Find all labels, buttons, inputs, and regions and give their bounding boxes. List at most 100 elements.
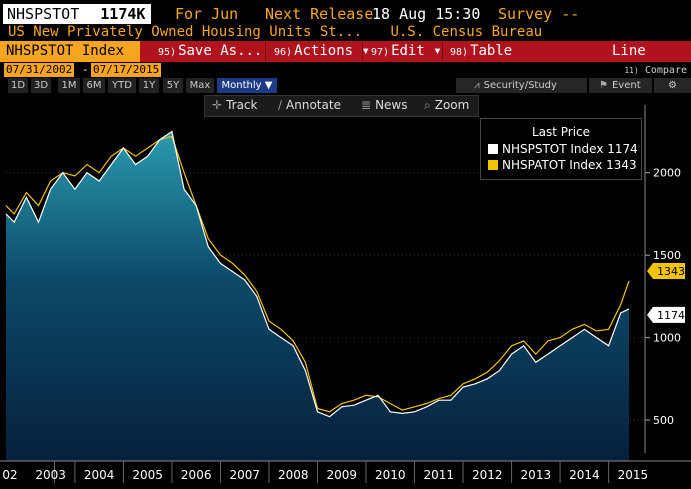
annotate-tool[interactable]: ∕ Annotate: [278, 96, 341, 114]
pencil-icon: ∕: [278, 98, 283, 112]
study-label: Security/Study: [483, 80, 557, 91]
x-tick-label: 2006: [181, 468, 212, 482]
x-tick-label: 2003: [35, 468, 66, 482]
data-source: U.S. Census Bureau: [390, 24, 543, 40]
survey-label: Survey --: [498, 5, 580, 23]
last-value-tag: [647, 306, 685, 323]
save-as-button[interactable]: 95) Save As...: [158, 41, 262, 62]
event-button[interactable]: ⚑ Event: [589, 78, 652, 93]
x-axis: 02 2003 2004 2005 2006 2007 2008 2009 2010 2011 20…: [0, 460, 691, 489]
range-1y-button[interactable]: 1Y: [139, 78, 159, 93]
range-1m-button[interactable]: 1M: [58, 78, 80, 93]
crosshair-icon: ✛: [212, 98, 223, 112]
edit-menu[interactable]: 97) Edit ▾: [371, 41, 442, 62]
next-release-date: 18 Aug 15:30: [372, 5, 481, 23]
ticker-value: 1174K: [100, 5, 146, 23]
annotate-label: Annotate: [286, 98, 341, 112]
toolbar: [0, 41, 691, 62]
compare-button[interactable]: 11) Compare: [624, 64, 687, 78]
legend-title: Last Price: [531, 125, 591, 139]
period-dropdown[interactable]: Monthly ▼: [217, 78, 277, 93]
date-bar: [0, 62, 691, 78]
divider: [442, 42, 443, 61]
settings-gear-icon[interactable]: ⚙: [654, 78, 691, 93]
legend-item: NHSPATOT Index 1343: [488, 158, 637, 172]
legend-swatch-yellow: [488, 160, 498, 170]
chart-tools-bar: [204, 95, 479, 117]
legend-item-label: NHSPSTOT Index 1174: [502, 142, 638, 156]
edit-num: 97): [371, 47, 390, 58]
description: US New Privately Owned Housing Units St.…: [8, 24, 542, 40]
news-tool[interactable]: ≣ News: [361, 96, 408, 114]
start-date-field[interactable]: 07/31/2002: [4, 63, 75, 77]
legend-swatch-white: [488, 144, 498, 154]
last-value-label: 1174: [657, 309, 685, 322]
divider: [362, 42, 363, 61]
divider: [265, 42, 266, 61]
series-line-nhspatot: [5, 135, 630, 413]
table-label: Table: [470, 43, 513, 59]
y-tick-label: 500: [653, 414, 674, 427]
save-num: 95): [158, 47, 177, 58]
table-num: 98): [450, 47, 469, 58]
edit-label: Edit ▾: [391, 43, 442, 59]
actions-menu[interactable]: 96) Actions ▾: [274, 41, 370, 62]
y-tick-label: 2000: [653, 167, 681, 180]
for-period: For Jun: [175, 5, 239, 23]
y-tick-label: 1500: [653, 249, 681, 262]
series-area-fill: [6, 131, 629, 461]
chart-type-label[interactable]: Line Chart: [612, 43, 654, 80]
index-name-box[interactable]: NHSPSTOT Index: [0, 41, 140, 62]
date-separator: -: [82, 63, 89, 76]
series-line-nhspstot: [5, 130, 630, 418]
end-date-field[interactable]: 07/17/2015: [91, 63, 162, 77]
x-tick-label: 2014: [569, 468, 600, 482]
x-tick-label: 2013: [521, 468, 552, 482]
last-value-label: 1343: [657, 265, 685, 278]
ticker-box[interactable]: NHSPSTOT 1174K: [3, 4, 152, 24]
x-tick-label: 2015: [618, 468, 649, 482]
actions-label: Actions ▾: [294, 43, 370, 59]
x-tick-label: 2012: [472, 468, 503, 482]
last-value-tags: 1343 1174: [647, 263, 685, 323]
next-release-label: Next Release: [265, 5, 374, 23]
save-label: Save As...: [178, 43, 263, 59]
last-value-tag: [647, 263, 685, 280]
security-study-button[interactable]: ⩘ Security/Study: [456, 78, 587, 93]
study-icon: ⩘: [474, 80, 480, 91]
range-5y-button[interactable]: 5Y: [163, 78, 183, 93]
range-3d-button[interactable]: 3D: [31, 78, 51, 93]
x-tick-label: 2004: [84, 468, 115, 482]
zoom-tool[interactable]: ⌕ Zoom: [424, 96, 469, 114]
compare-num: 11): [624, 66, 639, 75]
zoom-label: Zoom: [434, 98, 470, 112]
chart-legend: [480, 118, 642, 180]
x-tick-label: 02: [2, 468, 17, 482]
x-tick-label: 2010: [375, 468, 406, 482]
x-tick-label: 2007: [229, 468, 260, 482]
track-label: Track: [226, 98, 258, 112]
range-ytd-button[interactable]: YTD: [108, 78, 136, 93]
line-chart[interactable]: 2000 1500 1000 500 02 2003 2004 2005 2006 2007 20…: [0, 93, 691, 489]
range-6m-button[interactable]: 6M: [83, 78, 105, 93]
table-button[interactable]: 98) Table: [450, 41, 512, 62]
x-tick-label: 2005: [132, 468, 163, 482]
range-max-button[interactable]: Max: [186, 78, 214, 93]
event-icon: ⚑: [599, 80, 608, 91]
track-tool[interactable]: ✛ Track: [212, 96, 257, 114]
magnifier-icon: ⌕: [424, 98, 431, 112]
x-axis-band: [0, 461, 691, 489]
series-description: US New Privately Owned Housing Units St.…: [8, 24, 363, 40]
compare-label: Compare: [644, 65, 687, 76]
x-tick-label: 2009: [326, 468, 357, 482]
actions-num: 96): [274, 47, 293, 58]
event-label: Event: [611, 80, 641, 91]
y-tick-label: 1000: [653, 332, 681, 345]
news-icon: ≣: [361, 98, 372, 112]
x-tick-label: 2008: [278, 468, 309, 482]
range-1d-button[interactable]: 1D: [8, 78, 28, 93]
ticker-symbol: NHSPSTOT: [7, 5, 80, 23]
x-tick-label: 2011: [424, 468, 455, 482]
legend-item: NHSPSTOT Index 1174: [488, 142, 638, 156]
news-label: News: [375, 98, 408, 112]
